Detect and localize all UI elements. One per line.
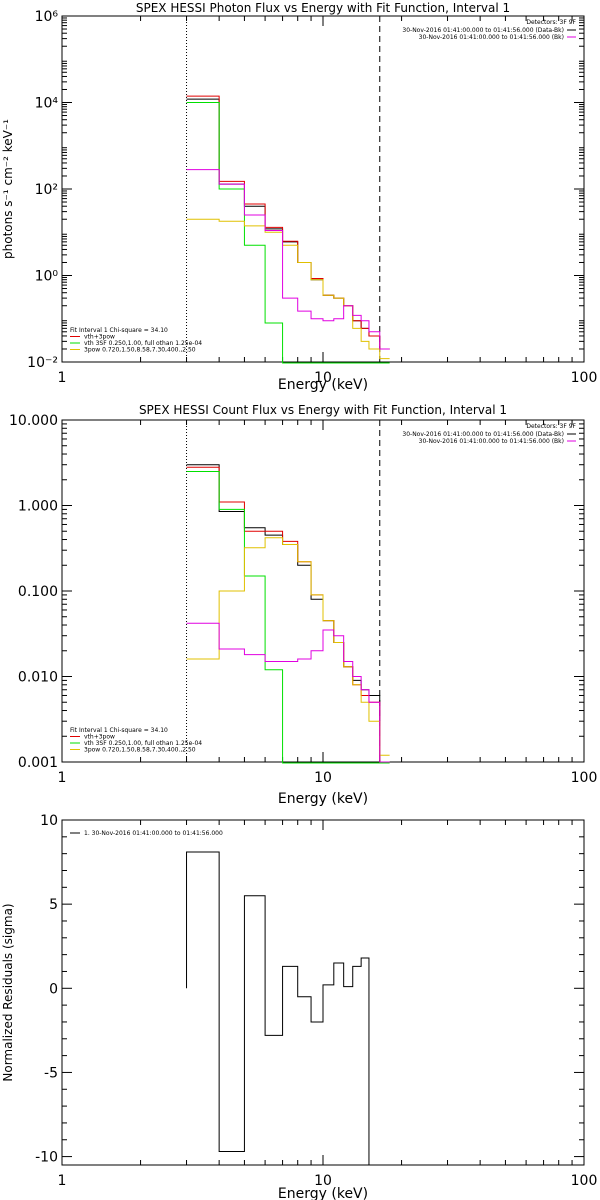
x-tick-label: 1	[58, 770, 67, 786]
y-tick-label: 10⁴	[35, 96, 59, 112]
x-tick-label: 100	[571, 1173, 598, 1189]
x-tick-label: 10	[314, 1173, 332, 1189]
series-line-3	[186, 470, 390, 764]
legend-detectors: Detectors: 3F 9F	[526, 423, 576, 430]
y-tick-label: 0.001	[18, 755, 58, 771]
chart-2	[61, 419, 585, 764]
y-tick-label: 10.000	[9, 413, 58, 429]
series-line-4	[186, 218, 390, 360]
plot-frame	[61, 15, 585, 363]
series-line-1	[186, 464, 390, 763]
x-tick-label: 100	[571, 370, 598, 386]
y-tick-label: 10⁶	[35, 9, 59, 25]
legend-header: Fit Interval 1 Chi-square = 34.10	[70, 727, 168, 734]
x-axis-label: Energy (keV)	[278, 377, 368, 393]
y-tick-label: 10	[40, 813, 58, 829]
y-axis-label: Normalized Residuals (sigma)	[1, 903, 15, 1081]
legend-entry: vth 3SF 0.250,1.00, full othan 1.25e-04	[84, 340, 202, 347]
y-tick-label: 10²	[35, 182, 58, 198]
y-axis-label: photons s⁻¹ cm⁻² keV⁻¹	[1, 119, 15, 259]
plot-frame	[61, 419, 585, 763]
legend-time-entry: 30-Nov-2016 01:41:00.000 to 01:41:56.000…	[419, 438, 564, 445]
y-tick-label: 10⁻²	[27, 355, 58, 371]
series-line-2	[186, 95, 390, 350]
chart-3	[61, 819, 585, 1166]
y-tick-label: 10⁰	[35, 269, 59, 285]
legend-detectors: Detectors: 3F 9F	[526, 19, 576, 26]
y-tick-label: 0	[49, 981, 58, 997]
legend-time-entry: 30-Nov-2016 01:41:00.000 to 01:41:56.000…	[402, 431, 564, 438]
x-tick-label: 1	[58, 370, 67, 386]
series-line-5	[186, 622, 390, 763]
series-line-5	[186, 169, 390, 350]
x-tick-label: 100	[571, 770, 598, 786]
y-tick-label: 0.010	[18, 670, 58, 686]
x-axis-label: Energy (keV)	[278, 791, 368, 807]
chart-1	[61, 15, 585, 364]
y-tick-label: -5	[44, 1065, 58, 1081]
series-line-3	[186, 102, 390, 364]
legend-header: Fit Interval 1 Chi-square = 34.10	[70, 327, 168, 334]
x-axis-label: Energy (keV)	[278, 1186, 368, 1200]
legend-entry: 3pow 0.720,1.50,8.58,7.30,400.,2.50	[84, 347, 196, 354]
legend-entry: vth+3pow	[84, 334, 115, 341]
series-line-2	[186, 466, 390, 763]
y-tick-label: 1.000	[18, 499, 58, 515]
series-line-1	[186, 98, 390, 350]
y-tick-label: 5	[49, 897, 58, 913]
legend-entry: 3pow 0.720,1.50,8.58,7.30,400.,2.50	[84, 747, 196, 754]
x-tick-label: 10	[314, 770, 332, 786]
legend-entry: vth+3pow	[84, 734, 115, 741]
legend-time-entry: 30-Nov-2016 01:41:00.000 to 01:41:56.000…	[419, 34, 564, 41]
chart-title: SPEX HESSI Photon Flux vs Energy with Fi…	[136, 1, 510, 15]
y-tick-label: -10	[35, 1150, 58, 1166]
x-tick-label: 1	[58, 1173, 67, 1189]
legend-entry: 1. 30-Nov-2016 01:41:00.000 to 01:41:56.…	[84, 830, 223, 837]
x-tick-label: 10	[314, 370, 332, 386]
legend-time-entry: 30-Nov-2016 01:41:00.000 to 01:41:56.000…	[402, 27, 564, 34]
series-line-1	[186, 851, 370, 1165]
series-line-4	[186, 537, 390, 756]
y-tick-label: 0.100	[18, 584, 58, 600]
chart-title: SPEX HESSI Count Flux vs Energy with Fit…	[139, 403, 507, 417]
legend-entry: vth 3SF 0.250,1.00, full othan 1.25e-04	[84, 740, 202, 747]
